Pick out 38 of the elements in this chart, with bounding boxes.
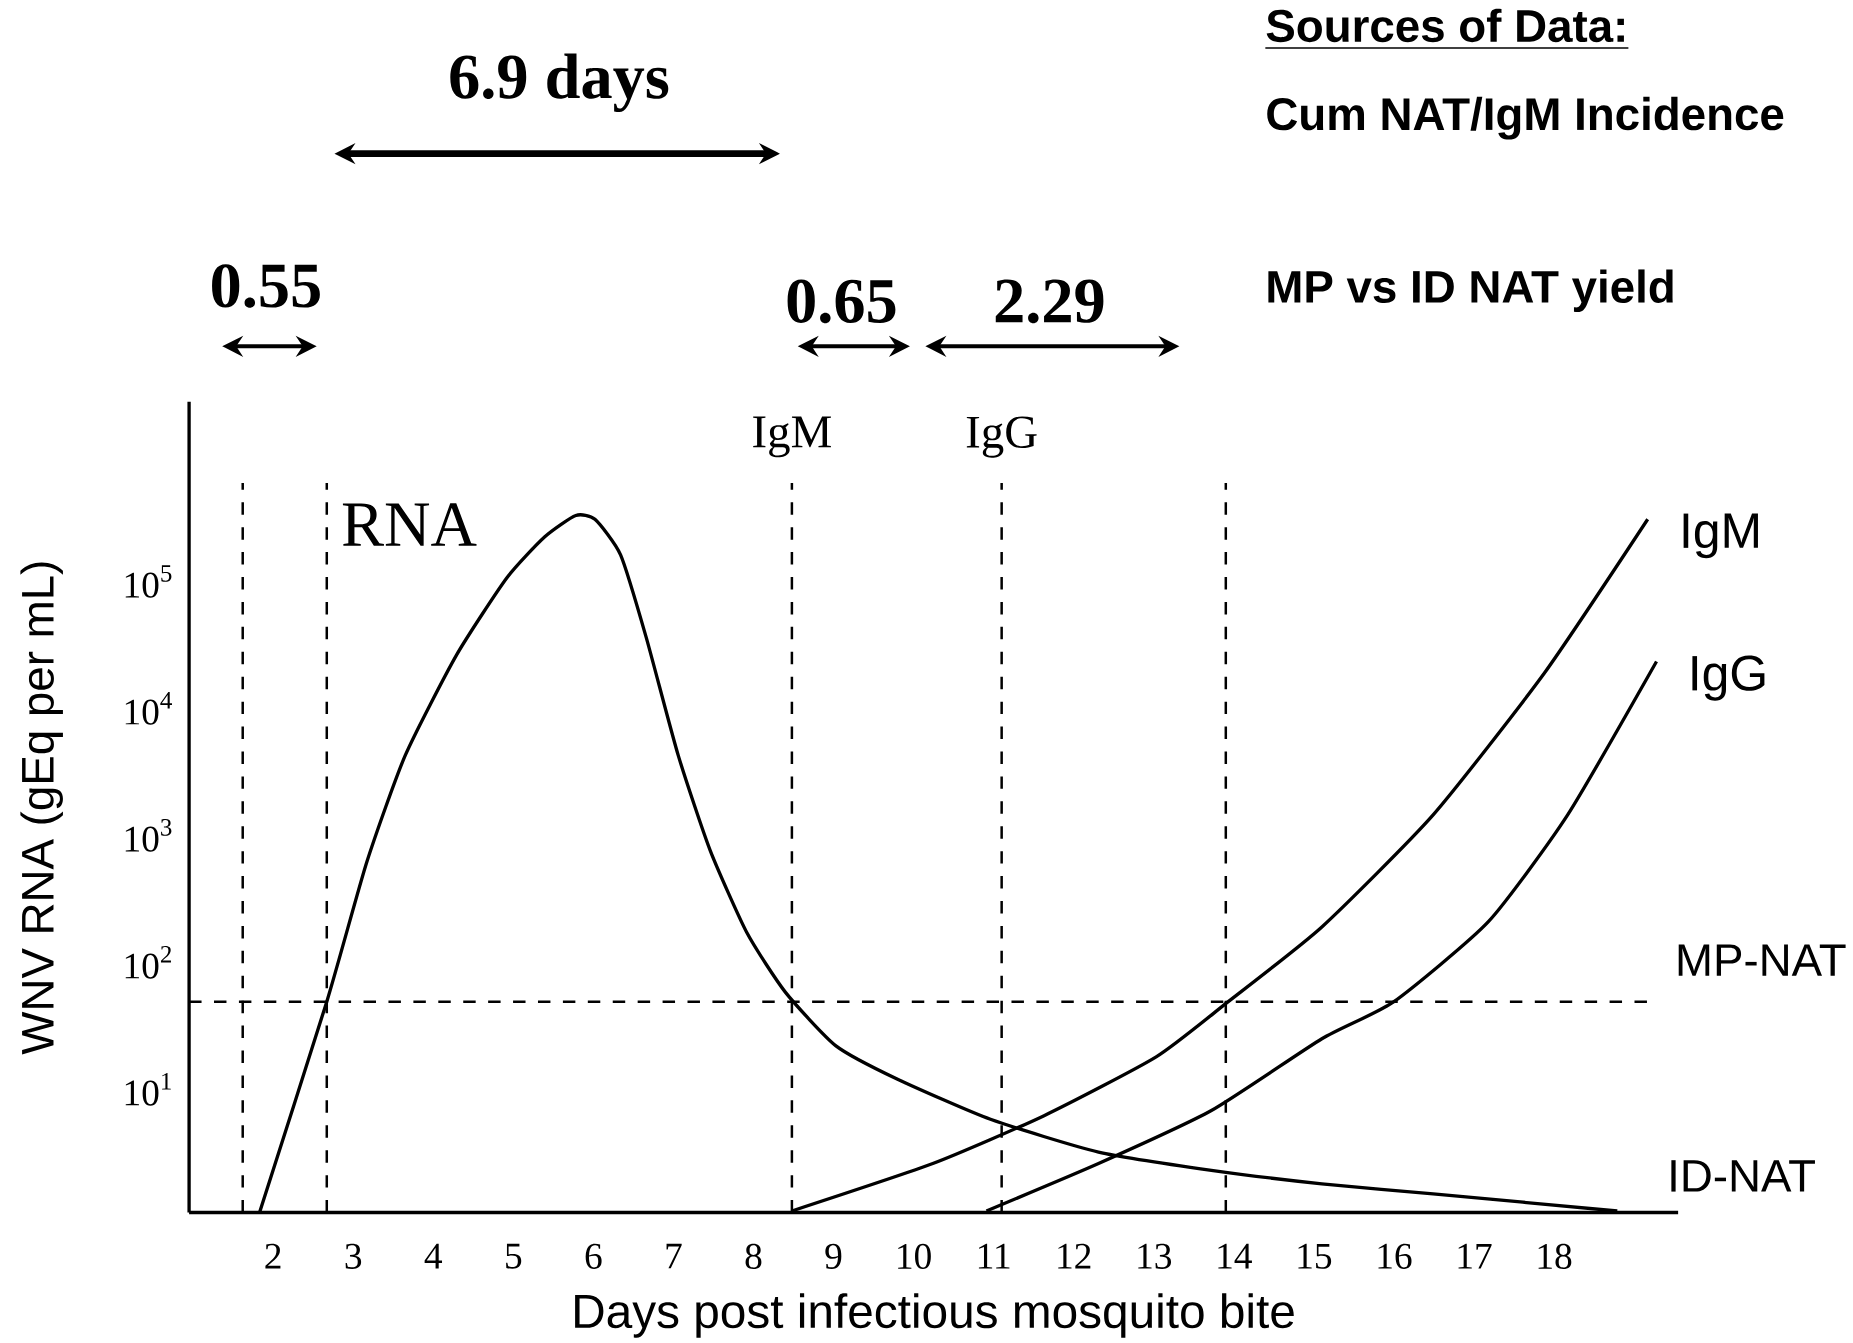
- x-tick-label: 6: [585, 1244, 602, 1270]
- y-axis-title: WNV RNA (gEq per mL): [20, 562, 63, 1055]
- x-tick-label: 11: [978, 1244, 1010, 1269]
- x-axis-title: Days post infectious mosquito bite: [575, 1293, 1294, 1338]
- text: 0.65: [787, 279, 896, 324]
- x-tick-label: 3: [345, 1244, 362, 1270]
- x-tick-label: 5: [506, 1244, 522, 1269]
- x-tick-label: 8: [745, 1244, 762, 1270]
- series-label: IgM: [1683, 513, 1758, 559]
- x-tick-label: 7: [666, 1244, 682, 1269]
- text: MP vs ID NAT yield: [1268, 269, 1673, 313]
- x-tick-label: 14: [1218, 1244, 1252, 1269]
- text: Cum NAT/IgM Incidence: [1267, 97, 1784, 140]
- x-tick-label: 13: [1138, 1244, 1172, 1270]
- x-tick-label: 15: [1298, 1244, 1332, 1270]
- text: 0.55: [212, 264, 320, 309]
- ref-line-label: IgG: [966, 416, 1037, 458]
- series-label: IgG: [1692, 655, 1765, 701]
- x-tick-label: 12: [1058, 1244, 1091, 1269]
- text: 6.9 days: [450, 53, 669, 113]
- ref-line-label: MP-NAT: [1678, 944, 1846, 977]
- y-tick-label: 10$^{3}$: [125, 819, 172, 853]
- x-tick-label: 9: [825, 1244, 842, 1270]
- text: 2.29: [995, 279, 1104, 324]
- y-tick-label: 10$^{4}$: [125, 692, 172, 726]
- series-label: RNA: [342, 503, 477, 546]
- x-tick-label: 18: [1538, 1244, 1572, 1270]
- x-tick-label: 10: [898, 1244, 931, 1270]
- annotation: ID-NAT: [1671, 1160, 1815, 1192]
- x-tick-label: 17: [1458, 1244, 1492, 1269]
- source-note: Sources of Data:: [1266, 8, 1624, 43]
- x-tick-label: 16: [1378, 1244, 1412, 1270]
- y-tick-label: 10$^{1}$: [125, 1073, 171, 1106]
- y-tick-label: 10$^{5}$: [125, 565, 172, 599]
- x-tick-label: 4: [424, 1244, 443, 1269]
- y-tick-label: 10$^{2}$: [125, 946, 171, 979]
- ref-line-label: IgM: [753, 416, 831, 458]
- x-tick-label: 2: [265, 1244, 281, 1269]
